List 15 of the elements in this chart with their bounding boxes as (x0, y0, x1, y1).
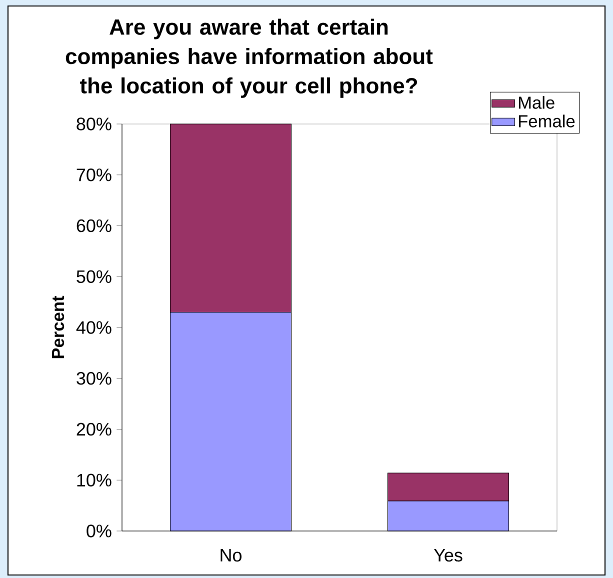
y-tick-label: 10% (77, 474, 112, 486)
y-tick-label: 50% (76, 270, 112, 283)
x-tick-label: No (220, 549, 242, 562)
y-axis-title: Percent (52, 296, 64, 358)
y-tick-label: 20% (76, 422, 112, 436)
legend-label: Female (518, 114, 575, 128)
y-tick-label: 70% (76, 168, 112, 182)
y-tick-label: 80% (76, 118, 112, 130)
legend-label: Male (518, 96, 554, 109)
y-tick-label: 30% (76, 372, 112, 385)
y-tick-label: 40% (76, 321, 112, 334)
y-tick-label: 60% (76, 219, 112, 232)
y-tick-label: 0% (86, 524, 112, 538)
chart-title: Are you aware that certain companies have information about the location of your cell phone? (66, 18, 433, 98)
x-tick-label: Yes (434, 549, 462, 562)
